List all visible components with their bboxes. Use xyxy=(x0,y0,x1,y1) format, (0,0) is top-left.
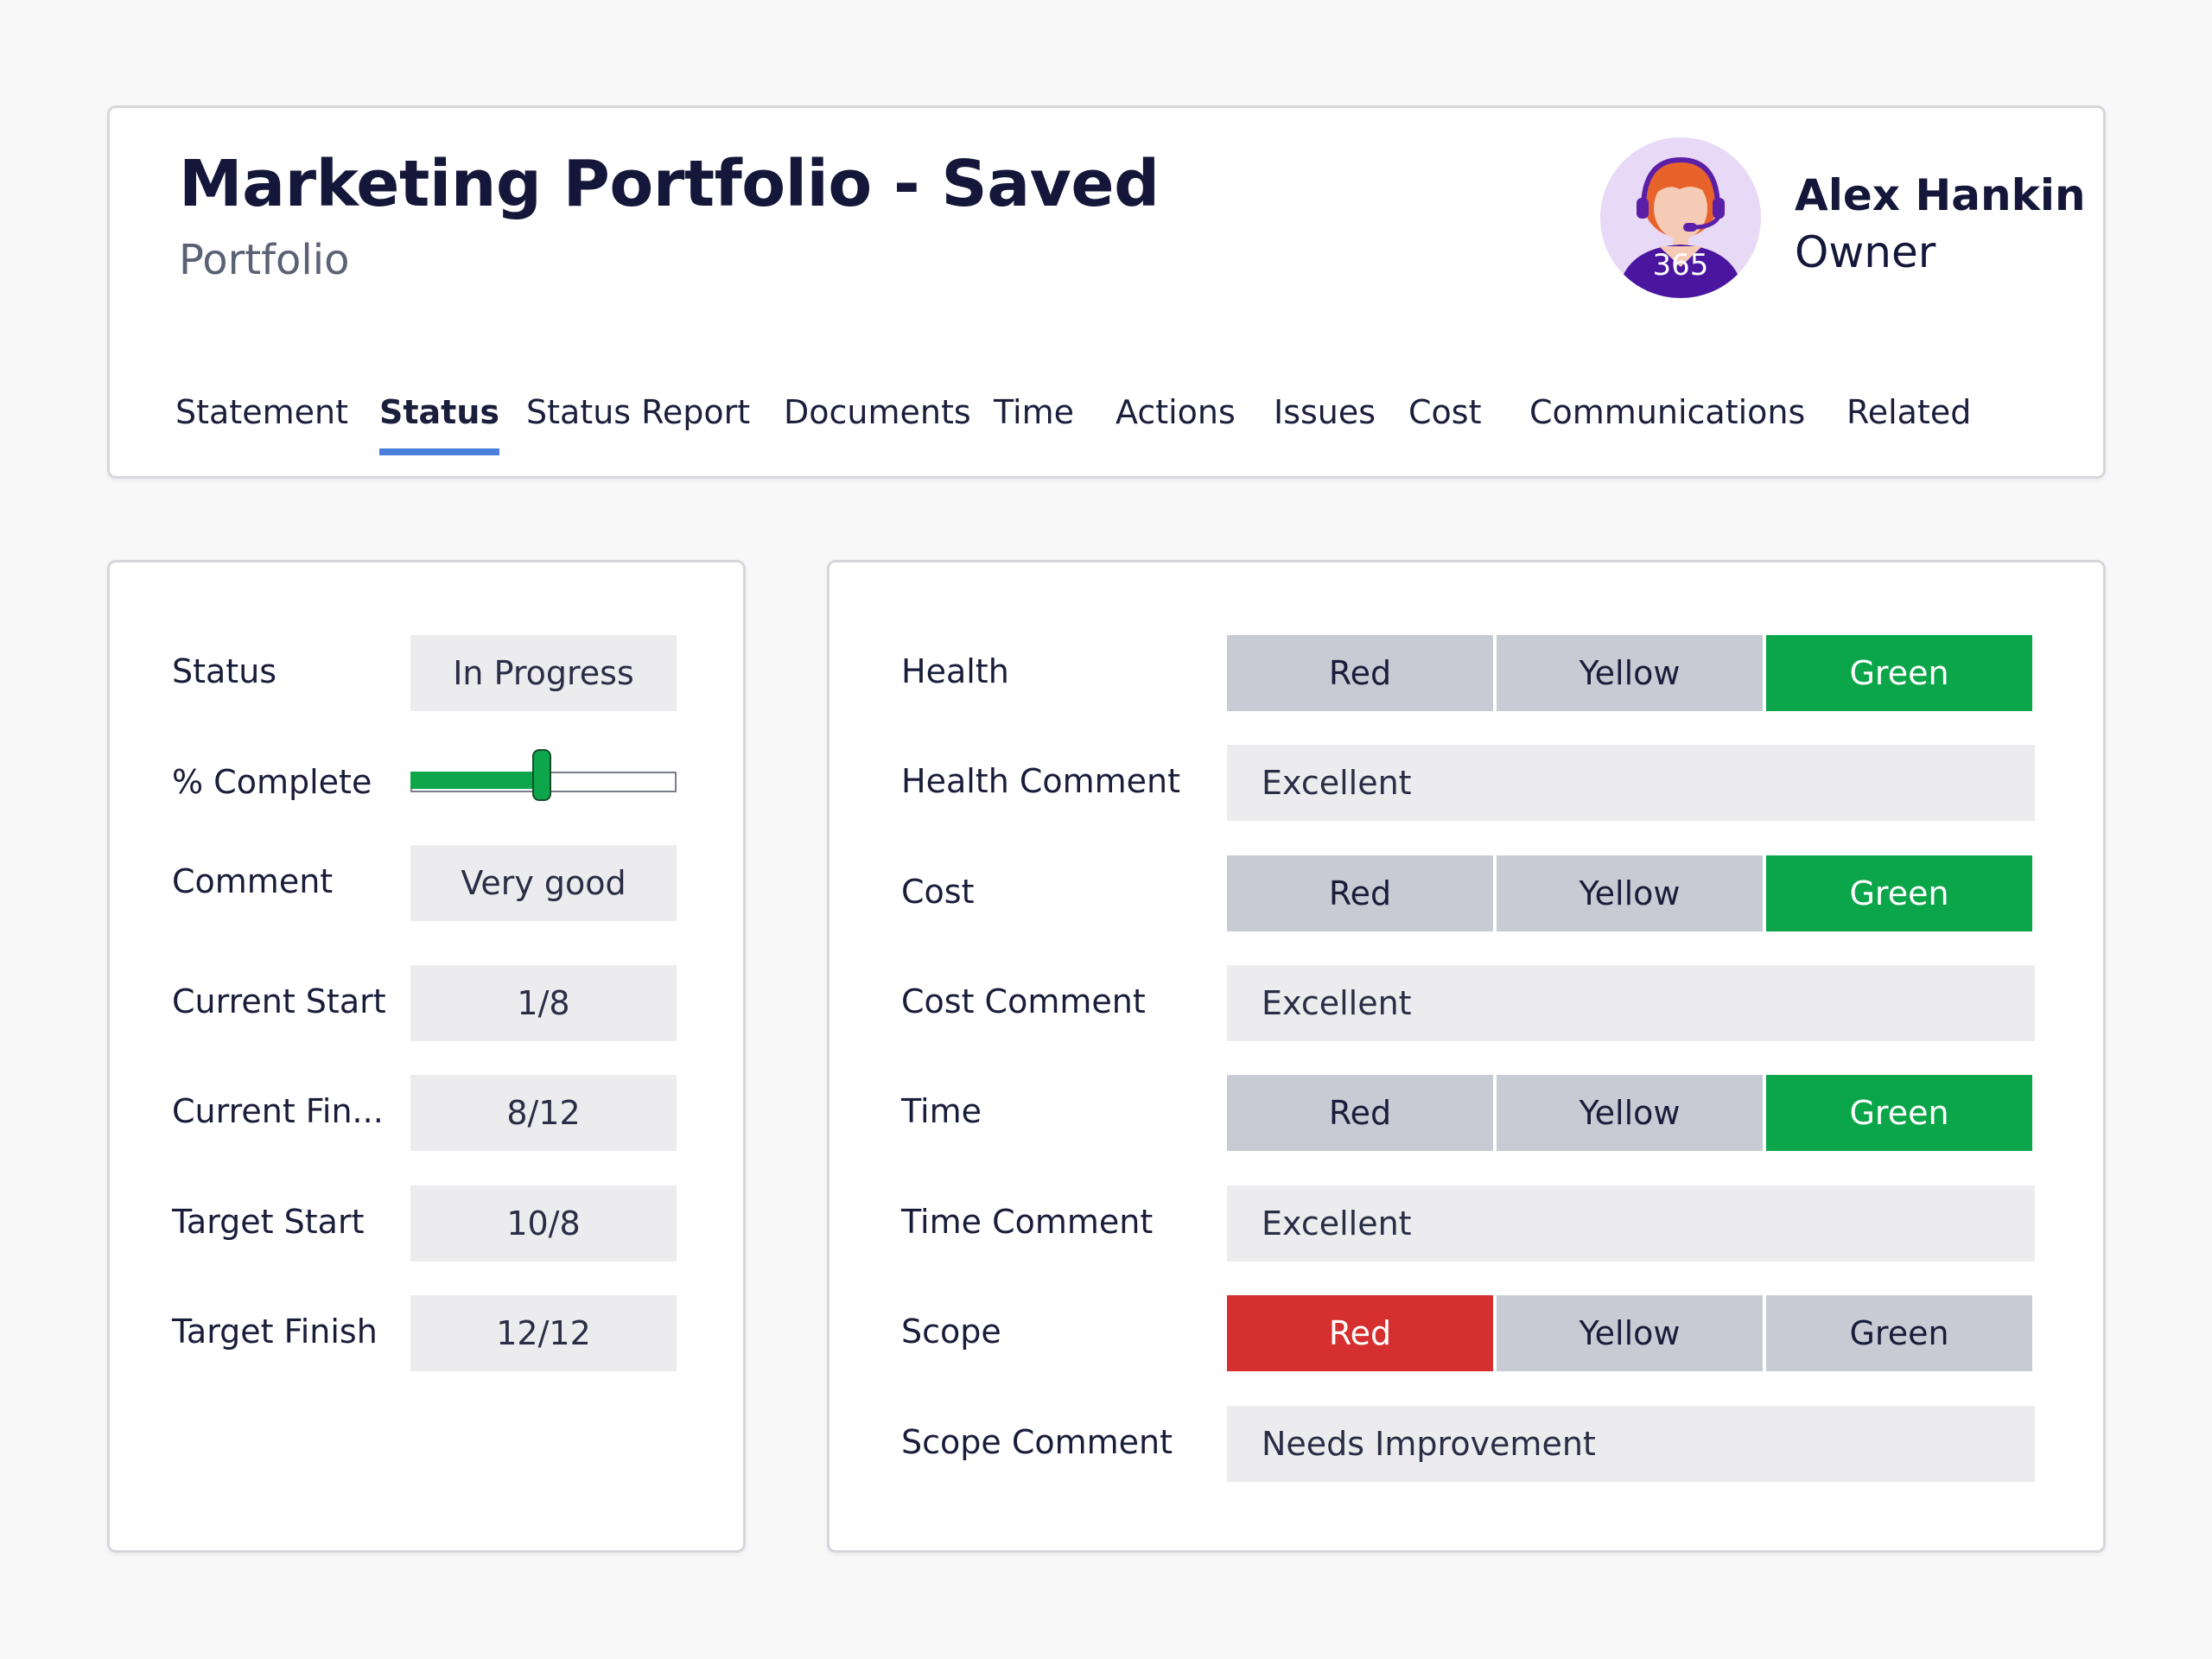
scope-comment-field[interactable]: Needs Improvement xyxy=(1227,1406,2035,1482)
slider-thumb[interactable] xyxy=(532,749,551,801)
cost-red-button[interactable]: Red xyxy=(1227,855,1493,931)
page-title: Marketing Portfolio - Saved xyxy=(179,147,1160,221)
tab-communications[interactable]: Communications xyxy=(1529,393,1806,431)
health-comment-field[interactable]: Excellent xyxy=(1227,745,2035,821)
tab-cost[interactable]: Cost xyxy=(1408,393,1482,431)
cost-rag-selector: Red Yellow Green xyxy=(1227,855,2035,931)
support-agent-icon xyxy=(1618,156,1744,298)
cost-label: Cost xyxy=(901,873,975,911)
tab-issues[interactable]: Issues xyxy=(1274,393,1376,431)
cost-yellow-button[interactable]: Yellow xyxy=(1497,855,1763,931)
tab-status-report[interactable]: Status Report xyxy=(526,393,751,431)
health-label: Health xyxy=(901,652,1009,690)
current-start-label: Current Start xyxy=(172,982,386,1020)
time-yellow-button[interactable]: Yellow xyxy=(1497,1075,1763,1151)
owner-role: Owner xyxy=(1795,227,1936,277)
target-finish-field[interactable]: 12/12 xyxy=(410,1295,677,1371)
time-rag-selector: Red Yellow Green xyxy=(1227,1075,2035,1151)
slider-fill xyxy=(410,772,542,789)
scope-red-button[interactable]: Red xyxy=(1227,1295,1493,1371)
health-red-button[interactable]: Red xyxy=(1227,635,1493,711)
current-finish-label: Current Fin... xyxy=(172,1092,384,1130)
scope-comment-label: Scope Comment xyxy=(901,1423,1173,1461)
health-yellow-button[interactable]: Yellow xyxy=(1497,635,1763,711)
tab-time[interactable]: Time xyxy=(994,393,1074,431)
time-comment-label: Time Comment xyxy=(901,1203,1154,1241)
scope-green-button[interactable]: Green xyxy=(1766,1295,2032,1371)
current-finish-field[interactable]: 8/12 xyxy=(410,1075,677,1151)
time-green-button[interactable]: Green xyxy=(1766,1075,2032,1151)
health-panel: Health Red Yellow Green Health Comment E… xyxy=(827,560,2106,1553)
status-label: Status xyxy=(172,652,277,690)
target-start-label: Target Start xyxy=(172,1203,365,1241)
health-comment-label: Health Comment xyxy=(901,762,1181,800)
page-subtitle: Portfolio xyxy=(179,236,350,284)
tab-documents[interactable]: Documents xyxy=(784,393,971,431)
comment-field[interactable]: Very good xyxy=(410,845,677,921)
scope-yellow-button[interactable]: Yellow xyxy=(1497,1295,1763,1371)
tab-statement[interactable]: Statement xyxy=(175,393,348,431)
time-comment-field[interactable]: Excellent xyxy=(1227,1185,2035,1262)
complete-label: % Complete xyxy=(172,763,372,801)
cost-comment-field[interactable]: Excellent xyxy=(1227,965,2035,1041)
status-panel: Status In Progress % Complete Comment Ve… xyxy=(107,560,746,1553)
health-rag-selector: Red Yellow Green xyxy=(1227,635,2035,711)
owner-name: Alex Hankin xyxy=(1795,170,2086,220)
health-green-button[interactable]: Green xyxy=(1766,635,2032,711)
current-start-field[interactable]: 1/8 xyxy=(410,965,677,1041)
target-start-field[interactable]: 10/8 xyxy=(410,1185,677,1262)
time-label: Time xyxy=(901,1092,982,1130)
scope-rag-selector: Red Yellow Green xyxy=(1227,1295,2035,1371)
status-field[interactable]: In Progress xyxy=(410,635,677,711)
cost-green-button[interactable]: Green xyxy=(1766,855,2032,931)
tab-actions[interactable]: Actions xyxy=(1116,393,1236,431)
avatar-badge: 365 xyxy=(1652,248,1709,283)
target-finish-label: Target Finish xyxy=(172,1313,378,1351)
scope-label: Scope xyxy=(901,1313,1001,1351)
tab-status[interactable]: Status xyxy=(379,393,500,455)
comment-label: Comment xyxy=(172,862,334,900)
tab-related[interactable]: Related xyxy=(1847,393,1972,431)
avatar[interactable]: 365 xyxy=(1600,137,1761,298)
time-red-button[interactable]: Red xyxy=(1227,1075,1493,1151)
complete-slider[interactable] xyxy=(410,749,677,801)
cost-comment-label: Cost Comment xyxy=(901,982,1146,1020)
header-card: Marketing Portfolio - Saved Portfolio 36… xyxy=(107,105,2106,479)
